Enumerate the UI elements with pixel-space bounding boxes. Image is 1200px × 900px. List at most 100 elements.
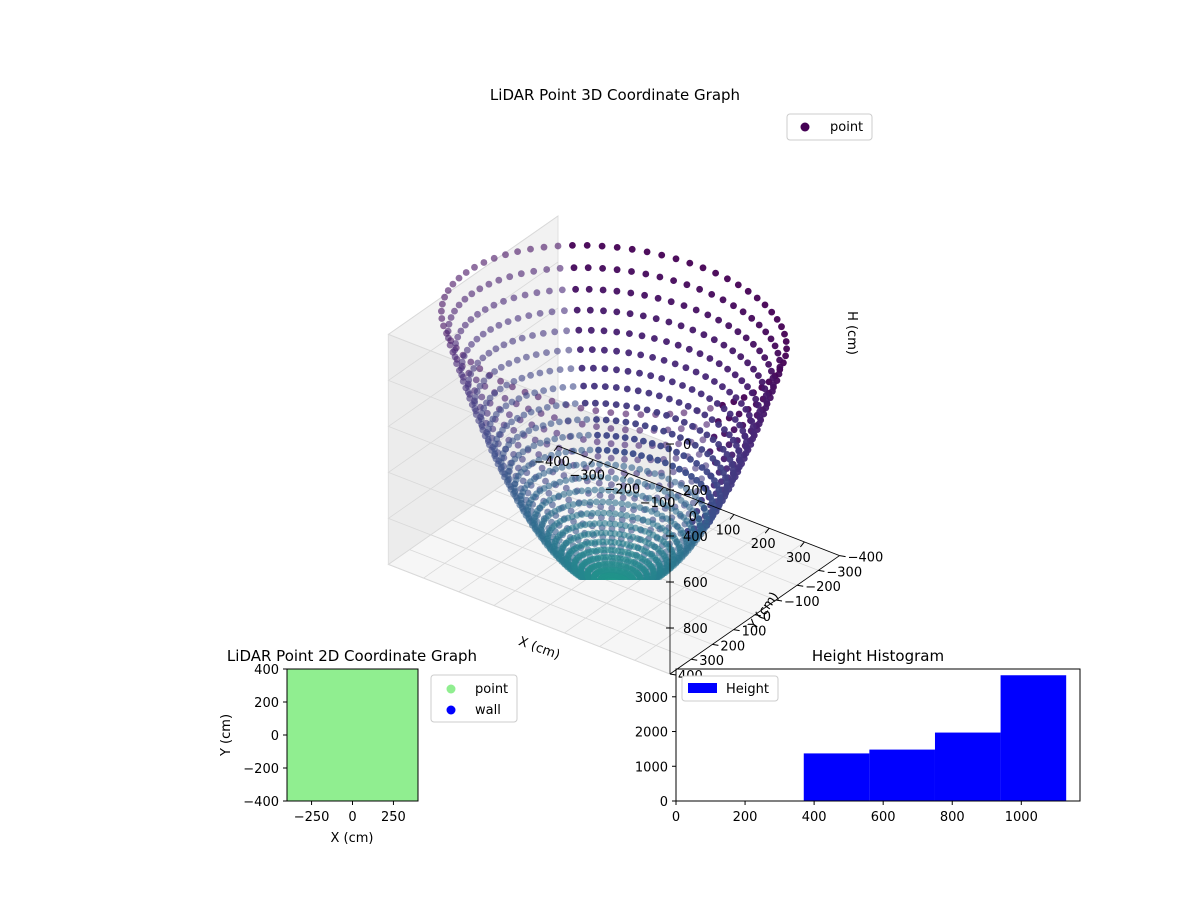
point-marker <box>532 351 540 358</box>
x-tick-label-3d: −300 <box>569 469 605 484</box>
point-marker <box>480 259 488 266</box>
point-marker <box>648 482 656 490</box>
point-marker <box>726 410 734 418</box>
x-tick-label-3d: 300 <box>786 551 811 566</box>
point-marker <box>710 336 718 344</box>
x-tick-label-hist: 0 <box>672 810 680 825</box>
point-marker <box>478 393 486 401</box>
point-marker <box>662 540 670 548</box>
point-marker <box>562 477 570 484</box>
y-tick-label-3d: −400 <box>848 551 884 566</box>
point-marker <box>682 364 690 372</box>
point-marker <box>583 510 591 518</box>
x-tick-label-3d: −100 <box>640 496 676 511</box>
y-tick-3d <box>712 643 719 646</box>
point-marker <box>451 353 459 361</box>
point-marker <box>744 359 751 367</box>
point-marker <box>671 478 679 486</box>
point-marker <box>744 287 752 295</box>
point-marker <box>575 500 583 507</box>
point-marker <box>521 291 529 299</box>
point-marker <box>594 509 602 517</box>
point-marker <box>472 393 479 401</box>
point-marker <box>562 448 570 456</box>
point-marker <box>453 360 460 367</box>
z-tick-label-3d: 0 <box>683 438 691 453</box>
point-marker <box>484 430 492 438</box>
point-marker <box>478 410 486 417</box>
point-marker <box>776 356 783 364</box>
point-marker <box>731 371 739 379</box>
point-marker <box>743 438 750 446</box>
point-marker <box>668 378 676 386</box>
point-marker <box>622 418 630 426</box>
point-marker <box>543 266 551 273</box>
point-marker <box>756 414 764 422</box>
point-marker <box>654 456 662 464</box>
point-marker <box>703 468 711 476</box>
point-marker <box>778 323 785 331</box>
point-marker <box>729 347 737 355</box>
point-marker <box>755 372 762 379</box>
point-marker <box>472 376 480 384</box>
point-marker <box>667 298 675 306</box>
point-marker <box>712 269 719 277</box>
point-marker <box>509 337 517 345</box>
point-marker <box>682 469 690 477</box>
point-marker <box>623 402 630 410</box>
point-marker <box>634 387 642 395</box>
point-marker <box>497 377 504 385</box>
point-marker <box>468 341 475 348</box>
point-marker <box>530 267 538 275</box>
point-marker <box>535 472 543 480</box>
point-marker <box>572 488 579 496</box>
x-axis-label-3d: X (cm) <box>516 634 562 663</box>
point-marker <box>518 334 526 342</box>
point-marker <box>457 327 465 335</box>
point-marker <box>667 490 675 498</box>
x-tick-label-3d: 0 <box>689 510 697 525</box>
point-marker <box>736 452 744 460</box>
point-marker <box>680 452 688 460</box>
point-marker <box>485 372 493 380</box>
point-marker <box>675 399 683 406</box>
point-marker <box>724 275 731 283</box>
point-marker <box>499 426 506 434</box>
point-marker <box>484 436 492 443</box>
x-tick-label-hist: 800 <box>940 810 965 825</box>
point-marker <box>680 302 688 309</box>
point-marker <box>536 310 544 317</box>
point-marker <box>639 565 647 573</box>
point-marker <box>607 425 615 432</box>
point-marker <box>490 254 498 262</box>
point-marker <box>670 277 677 284</box>
point-marker <box>643 248 651 256</box>
point-marker <box>519 430 527 438</box>
point-marker <box>543 349 550 356</box>
point-marker <box>551 328 559 336</box>
point-marker <box>700 331 708 339</box>
point-marker <box>502 251 509 259</box>
point-marker <box>656 273 664 281</box>
point-marker <box>524 445 532 452</box>
point-marker <box>474 359 482 367</box>
point-marker <box>693 460 700 467</box>
point-marker <box>611 510 619 518</box>
point-marker <box>569 242 576 249</box>
point-marker <box>445 320 453 328</box>
point-marker <box>495 276 503 284</box>
point-marker <box>598 242 606 250</box>
point-marker <box>578 364 586 372</box>
point-marker <box>571 400 579 407</box>
point-marker <box>636 427 644 434</box>
point-marker <box>468 290 476 298</box>
y-tick-label-3d: 300 <box>699 654 724 669</box>
chart-title-2d: LiDAR Point 2D Coordinate Graph <box>227 647 477 665</box>
point-marker <box>523 353 530 361</box>
point-marker <box>510 378 518 385</box>
point-marker <box>471 263 478 271</box>
point-marker <box>736 458 744 465</box>
point-marker <box>556 418 563 426</box>
point-marker <box>733 442 740 449</box>
point-marker <box>680 514 688 521</box>
